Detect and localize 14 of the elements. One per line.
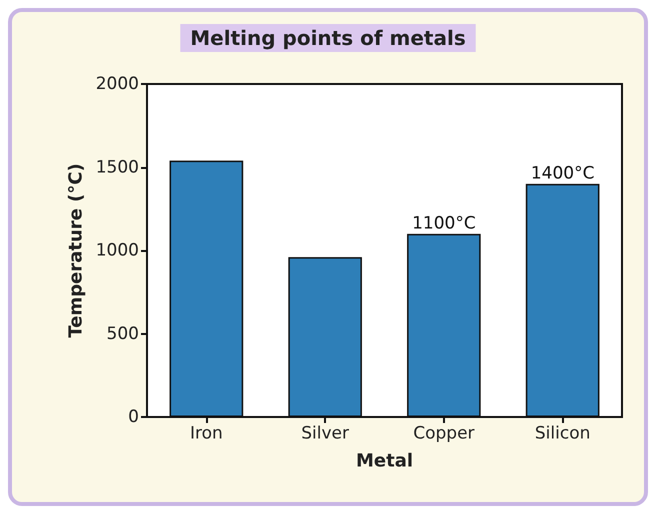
x-axis-title: Metal [356,450,414,472]
y-tick-label: 500 [106,324,139,344]
data-label: 1400°C [530,163,594,184]
data-label: 1100°C [412,213,476,234]
x-tick-label: Iron [190,424,223,444]
chart-title: Melting points of metals [190,26,466,50]
y-tick-label: 2000 [96,74,139,94]
y-axis-title: Temperature (°C) [65,163,86,338]
y-tick-label: 1000 [96,240,139,260]
x-tick-label: Copper [413,424,475,444]
x-tick-label: Silicon [534,424,590,444]
y-tick-label: 1500 [96,157,139,178]
x-tick-label: Silver [301,424,350,444]
y-tick-label: 0 [128,407,139,427]
